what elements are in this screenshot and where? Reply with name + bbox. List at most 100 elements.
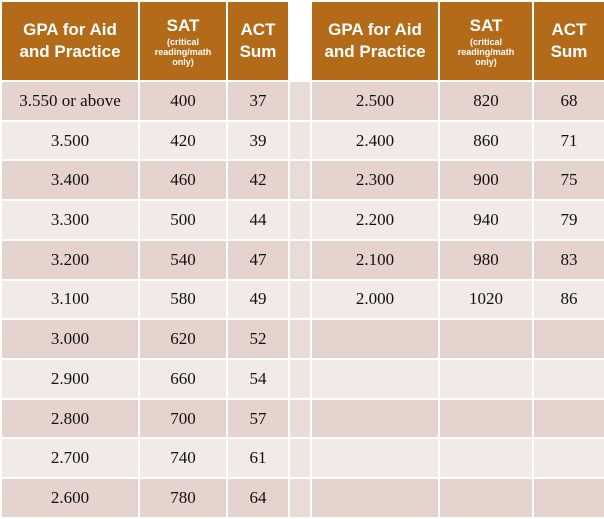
header-gpa-right-line1: GPA for Aid xyxy=(328,20,422,39)
gpa-left-cell: 3.550 or above xyxy=(0,80,140,122)
act-left-cell: 44 xyxy=(226,199,290,241)
gpa-left-cell: 3.200 xyxy=(0,238,140,281)
header-gpa-left-line1: GPA for Aid xyxy=(23,20,117,39)
header-sat-right-sub2: reading/math xyxy=(457,47,515,57)
header-act-right-line2: Sum xyxy=(550,42,588,61)
sat-left-cell: 400 xyxy=(138,80,228,122)
act-left-cell: 61 xyxy=(226,437,290,480)
header-act-right-line1: ACT xyxy=(551,20,587,39)
act-right-cell: 75 xyxy=(532,159,604,202)
act-right-cell xyxy=(532,397,604,440)
act-right-cell xyxy=(532,358,604,400)
gpa-left-cell: 2.900 xyxy=(0,358,140,400)
act-left-cell: 54 xyxy=(226,358,290,400)
sat-left-cell: 740 xyxy=(138,437,228,480)
gpa-right-cell xyxy=(310,358,440,400)
gpa-left-cell: 3.000 xyxy=(0,318,140,361)
gpa-left-cell: 3.100 xyxy=(0,278,140,321)
act-right-cell: 86 xyxy=(532,278,604,321)
gpa-right-cell: 2.500 xyxy=(310,80,440,122)
header-gpa-left: GPA for Aid and Practice xyxy=(0,0,140,82)
act-left-cell: 42 xyxy=(226,159,290,202)
gpa-left-cell: 2.800 xyxy=(0,397,140,440)
sat-left-cell: 540 xyxy=(138,238,228,281)
header-sat-right-sub3: only) xyxy=(475,57,497,67)
sat-left-cell: 420 xyxy=(138,119,228,162)
sat-right-cell xyxy=(438,358,534,400)
act-left-cell: 52 xyxy=(226,318,290,361)
sat-left-cell: 620 xyxy=(138,318,228,361)
row-gap xyxy=(288,199,312,241)
gpa-left-cell: 2.600 xyxy=(0,477,140,519)
gpa-right-cell xyxy=(310,318,440,361)
gpa-left-cell: 3.300 xyxy=(0,199,140,241)
header-act-left-line1: ACT xyxy=(240,20,276,39)
row-gap xyxy=(288,358,312,400)
header-sat-left-title: SAT xyxy=(166,16,200,35)
header-sat-right-title: SAT xyxy=(469,16,503,35)
table-row: 3.550 or above 400 37 2.500 820 68 xyxy=(0,80,604,122)
table-row: 3.000 620 52 xyxy=(0,318,604,361)
sat-right-cell: 820 xyxy=(438,80,534,122)
act-left-cell: 47 xyxy=(226,238,290,281)
row-gap xyxy=(288,119,312,162)
header-gap xyxy=(288,0,312,82)
sat-left-cell: 580 xyxy=(138,278,228,321)
sat-right-cell: 900 xyxy=(438,159,534,202)
table-row: 3.100 580 49 2.000 1020 86 xyxy=(0,278,604,321)
gpa-right-cell: 2.300 xyxy=(310,159,440,202)
sat-right-cell: 860 xyxy=(438,119,534,162)
act-right-cell: 79 xyxy=(532,199,604,241)
act-right-cell: 68 xyxy=(532,80,604,122)
gpa-right-cell xyxy=(310,437,440,480)
act-left-cell: 57 xyxy=(226,397,290,440)
sat-right-cell xyxy=(438,397,534,440)
act-left-cell: 37 xyxy=(226,80,290,122)
table-row: 2.800 700 57 xyxy=(0,397,604,440)
sat-right-cell: 1020 xyxy=(438,278,534,321)
act-left-cell: 49 xyxy=(226,278,290,321)
header-gpa-right: GPA for Aid and Practice xyxy=(310,0,440,82)
act-right-cell: 83 xyxy=(532,238,604,281)
sat-right-cell xyxy=(438,477,534,519)
sat-right-cell: 980 xyxy=(438,238,534,281)
sat-left-cell: 460 xyxy=(138,159,228,202)
row-gap xyxy=(288,278,312,321)
sat-left-cell: 500 xyxy=(138,199,228,241)
row-gap xyxy=(288,159,312,202)
gpa-right-cell: 2.100 xyxy=(310,238,440,281)
sat-right-cell xyxy=(438,318,534,361)
header-sat-left-sub2: reading/math xyxy=(154,47,212,57)
act-left-cell: 64 xyxy=(226,477,290,519)
row-gap xyxy=(288,318,312,361)
table-row: 2.900 660 54 xyxy=(0,358,604,400)
act-left-cell: 39 xyxy=(226,119,290,162)
header-sat-left-sub3: only) xyxy=(172,57,194,67)
act-right-cell xyxy=(532,477,604,519)
sat-left-cell: 700 xyxy=(138,397,228,440)
gpa-left-cell: 3.400 xyxy=(0,159,140,202)
sat-right-cell xyxy=(438,437,534,480)
header-act-right: ACT Sum xyxy=(532,0,604,82)
act-right-cell xyxy=(532,437,604,480)
table-row: 3.200 540 47 2.100 980 83 xyxy=(0,238,604,281)
table-header-row: GPA for Aid and Practice SAT (critical r… xyxy=(0,0,604,82)
header-act-left: ACT Sum xyxy=(226,0,290,82)
header-sat-left-sub1: (critical xyxy=(166,37,199,47)
sat-left-cell: 780 xyxy=(138,477,228,519)
header-sat-right-sub1: (critical xyxy=(469,37,502,47)
header-gpa-right-line2: and Practice xyxy=(324,42,426,61)
row-gap xyxy=(288,437,312,480)
header-gpa-left-line2: and Practice xyxy=(19,42,121,61)
gpa-right-cell xyxy=(310,477,440,519)
act-right-cell: 71 xyxy=(532,119,604,162)
sat-left-cell: 660 xyxy=(138,358,228,400)
table-row: 3.500 420 39 2.400 860 71 xyxy=(0,119,604,162)
table-row: 2.700 740 61 xyxy=(0,437,604,480)
table-row: 3.300 500 44 2.200 940 79 xyxy=(0,199,604,241)
gpa-right-cell xyxy=(310,397,440,440)
gpa-right-cell: 2.000 xyxy=(310,278,440,321)
act-right-cell xyxy=(532,318,604,361)
